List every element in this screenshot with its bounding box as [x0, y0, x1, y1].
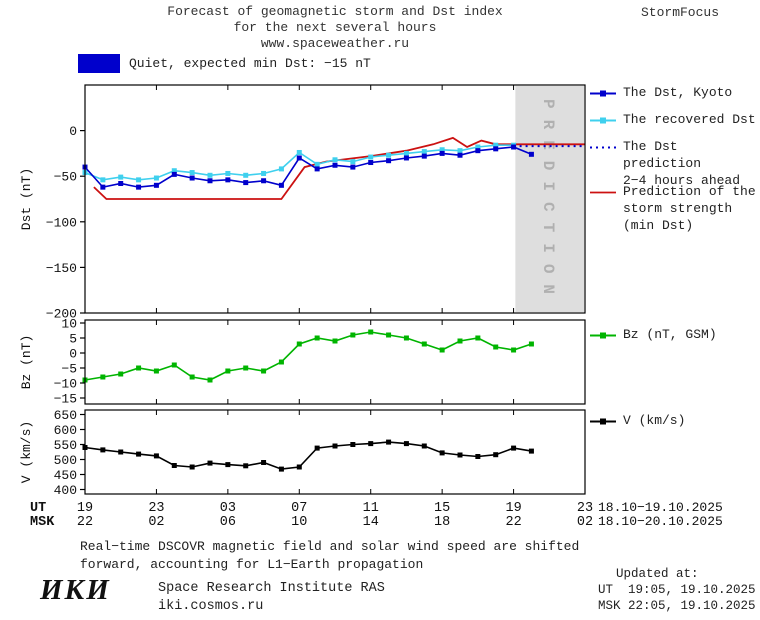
x-tick-label: 15 — [434, 501, 450, 516]
legend-dst-prediction-label: The Dst prediction 2−4 hours ahead — [623, 139, 741, 188]
x-tick-label: 19 — [77, 501, 93, 516]
prediction-band-label: PREDICTION — [539, 99, 557, 305]
y-tick-label: −50 — [54, 170, 77, 185]
x-tick-label: 14 — [363, 515, 379, 530]
x-tick-label: 02 — [577, 515, 593, 530]
dst-axis-label: Dst (nT) — [19, 168, 34, 230]
y-tick-label: 500 — [54, 453, 77, 468]
series-bz — [84, 331, 532, 381]
y-tick-label: 0 — [69, 124, 77, 139]
updated-ut-value: UT 19:05, 19.10.2025 — [598, 583, 756, 597]
storm-status-row: Quiet, expected min Dst: −15 nT — [78, 54, 371, 73]
y-tick-label: −200 — [46, 307, 77, 322]
x-tick-label: 19 — [505, 501, 521, 516]
title-line-2: for the next several hours — [233, 20, 437, 35]
dst-frame — [84, 84, 586, 314]
dst-panel: PREDICTION 0 −50 −100 −150 −200 Dst (nT) — [19, 84, 586, 322]
x-tick-label: 03 — [220, 501, 236, 516]
storm-prediction-swatch-icon — [590, 186, 616, 197]
brand-label: StormFocus — [640, 5, 719, 20]
bz-swatch-icon — [590, 329, 616, 340]
title-line-3: www.spaceweather.ru — [260, 36, 410, 51]
prediction-band — [515, 86, 584, 312]
series-storm-prediction — [93, 136, 585, 200]
x-axis-date-range: 18.10−20.10.2025 — [598, 514, 723, 529]
y-tick-label: 10 — [61, 317, 77, 332]
y-tick-label: −15 — [54, 392, 77, 407]
x-tick-label: 02 — [148, 515, 164, 530]
y-tick-label: 650 — [54, 408, 77, 423]
dst-kyoto-swatch-icon — [590, 87, 616, 98]
y-tick-label: 5 — [69, 332, 77, 347]
updated-msk-value: MSK 22:05, 19.10.2025 — [598, 599, 756, 613]
y-tick-label: 600 — [54, 423, 77, 438]
y-tick-label: −100 — [46, 215, 77, 230]
x-axis-row-label: UT — [30, 501, 46, 516]
legend-storm-prediction: Prediction of the storm strength (min Ds… — [590, 183, 756, 234]
legend-dst-prediction: The Dst prediction 2−4 hours ahead — [590, 138, 760, 189]
legend-bz: Bz (nT, GSM) — [590, 326, 717, 343]
legend-v: V (km/s) — [590, 412, 685, 429]
x-tick-label: 10 — [291, 515, 307, 530]
page-title: Forecast of geomagnetic storm and Dst in… — [85, 4, 585, 52]
footnote-line-2: forward, accounting for L1−Earth propaga… — [80, 557, 424, 572]
v-swatch-icon — [590, 415, 616, 426]
iki-logo: ИКИ — [40, 574, 111, 606]
series-v — [84, 441, 532, 470]
x-tick-label: 11 — [363, 501, 379, 516]
legend-dst-kyoto-label: The Dst, Kyoto — [623, 85, 733, 100]
bz-frame — [84, 319, 586, 405]
x-tick-label: 18 — [434, 515, 450, 530]
updated-at-label: Updated at: — [616, 567, 699, 581]
dst-prediction-swatch-icon — [590, 141, 616, 152]
x-axis-row-label: MSK — [30, 515, 55, 530]
x-tick-label: 06 — [220, 515, 236, 530]
x-axis-date-range: 18.10−19.10.2025 — [598, 500, 723, 515]
y-tick-label: 0 — [69, 347, 77, 362]
footnote-line-1: Real−time DSCOVR magnetic field and sola… — [80, 539, 580, 554]
y-tick-label: 550 — [54, 438, 77, 453]
legend-dst-kyoto: The Dst, Kyoto — [590, 84, 732, 101]
y-tick-label: −150 — [46, 261, 77, 276]
legend-bz-label: Bz (nT, GSM) — [623, 327, 717, 342]
storm-status-label: Quiet, expected min Dst: −15 nT — [129, 56, 371, 71]
bz-axis-label: Bz (nT) — [19, 335, 34, 390]
institute-name: Space Research Institute RAS — [158, 581, 385, 596]
x-tick-label: 22 — [505, 515, 521, 530]
y-tick-label: 400 — [54, 483, 77, 498]
y-tick-label: −5 — [61, 362, 77, 377]
x-tick-label: 23 — [577, 501, 593, 516]
recovered-dst-swatch-icon — [590, 114, 616, 125]
legend-storm-prediction-label: Prediction of the storm strength (min Ds… — [623, 184, 756, 233]
y-tick-label: −10 — [54, 377, 77, 392]
x-tick-label: 22 — [77, 515, 93, 530]
legend-v-label: V (km/s) — [623, 413, 686, 428]
institute-site-link[interactable]: iki.cosmos.ru — [158, 599, 264, 614]
v-axis-label: V (km/s) — [19, 421, 34, 483]
v-frame — [84, 409, 586, 495]
series-dst-kyoto — [84, 146, 532, 188]
x-tick-label: 07 — [291, 501, 307, 516]
title-line-1: Forecast of geomagnetic storm and Dst in… — [167, 4, 503, 19]
quiet-level-swatch — [78, 54, 120, 73]
footnote: Real−time DSCOVR magnetic field and sola… — [80, 538, 579, 574]
legend-recovered-dst-label: The recovered Dst — [623, 112, 756, 127]
legend-recovered-dst: The recovered Dst — [590, 111, 756, 128]
x-tick-label: 23 — [148, 501, 164, 516]
y-tick-label: 450 — [54, 468, 77, 483]
